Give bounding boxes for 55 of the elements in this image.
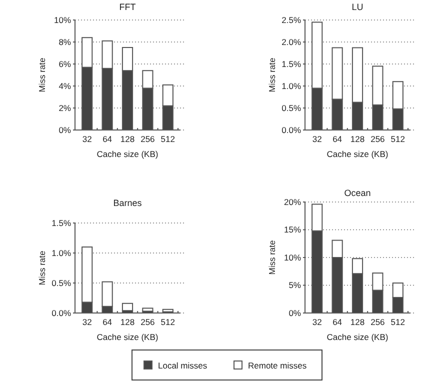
chart-title: Ocean <box>344 188 371 198</box>
x-tick-label: 32 <box>312 134 322 144</box>
x-axis-title: Cache size (KB) <box>326 149 388 159</box>
y-tick-label: 0.5% <box>52 278 72 288</box>
x-tick-label: 512 <box>390 134 406 144</box>
y-tick-label: 0.0% <box>52 308 72 318</box>
legend-label: Local misses <box>158 360 208 370</box>
x-axis-title: Cache size (KB) <box>96 332 158 342</box>
chart-title: LU <box>352 2 364 12</box>
chart-title: FFT <box>119 2 136 12</box>
y-tick-label: 0.5% <box>282 102 302 113</box>
y-tick-label: 0.0% <box>282 124 302 135</box>
x-tick-label: 32 <box>82 134 92 144</box>
x-tick-label: 512 <box>160 317 176 327</box>
legend-label: Remote misses <box>248 360 307 370</box>
x-tick-label: 256 <box>370 134 386 144</box>
y-tick-label: 1.0% <box>282 80 302 91</box>
x-axis-title: Cache size (KB) <box>96 149 158 159</box>
y-tick-label: 10% <box>284 252 302 262</box>
x-tick-label: 64 <box>102 317 112 327</box>
x-tick-label: 512 <box>390 317 406 327</box>
x-tick-label: 256 <box>140 134 156 144</box>
y-tick-label: 2.5% <box>282 14 302 25</box>
x-tick-label: 256 <box>370 317 386 327</box>
x-tick-label: 128 <box>120 317 135 327</box>
x-tick-label: 128 <box>350 317 365 327</box>
y-tick-label: 5% <box>288 280 302 290</box>
y-tick-label: 2% <box>58 102 72 113</box>
y-tick-label: 8% <box>58 36 72 47</box>
chart-title: Barnes <box>113 198 142 208</box>
y-tick-label: 0% <box>288 308 302 318</box>
x-tick-label: 256 <box>140 317 156 327</box>
y-tick-label: 1.0% <box>52 248 72 258</box>
y-tick-label: 0% <box>58 124 72 135</box>
x-tick-label: 64 <box>332 317 342 327</box>
y-tick-label: 1.5% <box>52 218 72 228</box>
x-tick-label: 128 <box>350 134 365 144</box>
y-tick-label: 4% <box>58 80 72 91</box>
y-tick-label: 2.0% <box>282 36 302 47</box>
y-tick-label: 6% <box>58 58 72 69</box>
x-tick-label: 32 <box>82 317 92 327</box>
y-axis-title: Miss rate <box>37 57 47 92</box>
x-tick-label: 512 <box>160 134 176 144</box>
x-tick-label: 64 <box>102 134 112 144</box>
y-tick-label: 20% <box>284 196 302 207</box>
y-axis-title: Miss rate <box>267 57 277 92</box>
y-tick-label: 15% <box>284 224 302 235</box>
y-axis-title: Miss rate <box>267 240 277 275</box>
x-tick-label: 32 <box>312 317 322 327</box>
y-axis-title: Miss rate <box>37 250 47 286</box>
x-tick-label: 128 <box>120 134 135 144</box>
x-tick-label: 64 <box>332 134 342 144</box>
y-tick-label: 10% <box>54 14 72 25</box>
x-axis-title: Cache size (KB) <box>326 332 388 342</box>
y-tick-label: 1.5% <box>282 58 302 69</box>
